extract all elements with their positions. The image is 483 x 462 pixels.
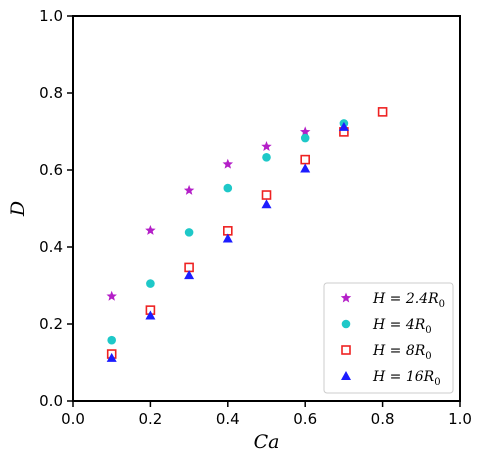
- y-tick-label: 0.4: [39, 238, 63, 256]
- data-marks: [106, 107, 388, 362]
- x-tick-label: 0.6: [293, 410, 317, 428]
- y-tick-label: 0.0: [39, 392, 63, 410]
- series-0: [106, 126, 311, 301]
- data-point: [146, 279, 155, 288]
- data-point: [300, 154, 311, 165]
- y-tick-label: 0.8: [39, 84, 63, 102]
- axis-ticks: 0.0 0.2 0.4 0.6 0.8 1.0 0.0 0.2 0.4 0.6 0.8 1.0: [39, 7, 472, 428]
- data-point: [145, 310, 156, 320]
- data-point: [261, 141, 272, 151]
- legend-entry: H = 2.4R0: [372, 291, 445, 310]
- y-axis-label: D: [7, 201, 29, 217]
- legend-marker: [341, 345, 351, 355]
- x-tick-label: 0.2: [138, 410, 162, 428]
- data-point: [377, 107, 388, 117]
- data-point: [107, 335, 116, 345]
- x-axis-label: Ca: [254, 431, 280, 453]
- x-tick-label: 0.4: [216, 410, 240, 428]
- data-point: [184, 270, 195, 280]
- data-point: [222, 158, 234, 169]
- data-point: [222, 233, 233, 243]
- data-point: [145, 224, 156, 235]
- legend-entry: H = 16R0: [372, 369, 441, 388]
- data-point: [261, 199, 272, 209]
- x-tick-label: 0.0: [61, 410, 85, 428]
- data-point: [183, 184, 195, 195]
- plot-frame: [72, 15, 461, 402]
- series-1: [107, 119, 349, 345]
- x-tick-label: 1.0: [448, 410, 472, 428]
- legend-marker: [341, 319, 351, 329]
- data-point: [299, 126, 311, 137]
- data-point: [106, 290, 117, 301]
- x-tick-label: 0.8: [371, 410, 395, 428]
- data-point: [106, 352, 117, 362]
- legend-marker: [340, 292, 352, 303]
- legend-box: [323, 282, 454, 394]
- y-tick-label: 0.2: [39, 315, 63, 333]
- data-point: [300, 133, 310, 143]
- y-tick-label: 0.6: [39, 161, 63, 179]
- legend: H = 2.4R0 H = 4R0 H = 8R0 H = 16R0: [323, 282, 454, 394]
- legend-entry: H = 8R0: [372, 343, 432, 362]
- data-point: [262, 152, 271, 162]
- data-point: [338, 121, 349, 131]
- legend-marker: [341, 371, 351, 380]
- series-3: [106, 121, 349, 362]
- data-point: [223, 183, 233, 193]
- data-point: [184, 228, 194, 237]
- y-tick-label: 1.0: [39, 7, 63, 25]
- data-point: [300, 163, 311, 173]
- data-point: [261, 190, 272, 200]
- legend-entry: H = 4R0: [372, 317, 432, 336]
